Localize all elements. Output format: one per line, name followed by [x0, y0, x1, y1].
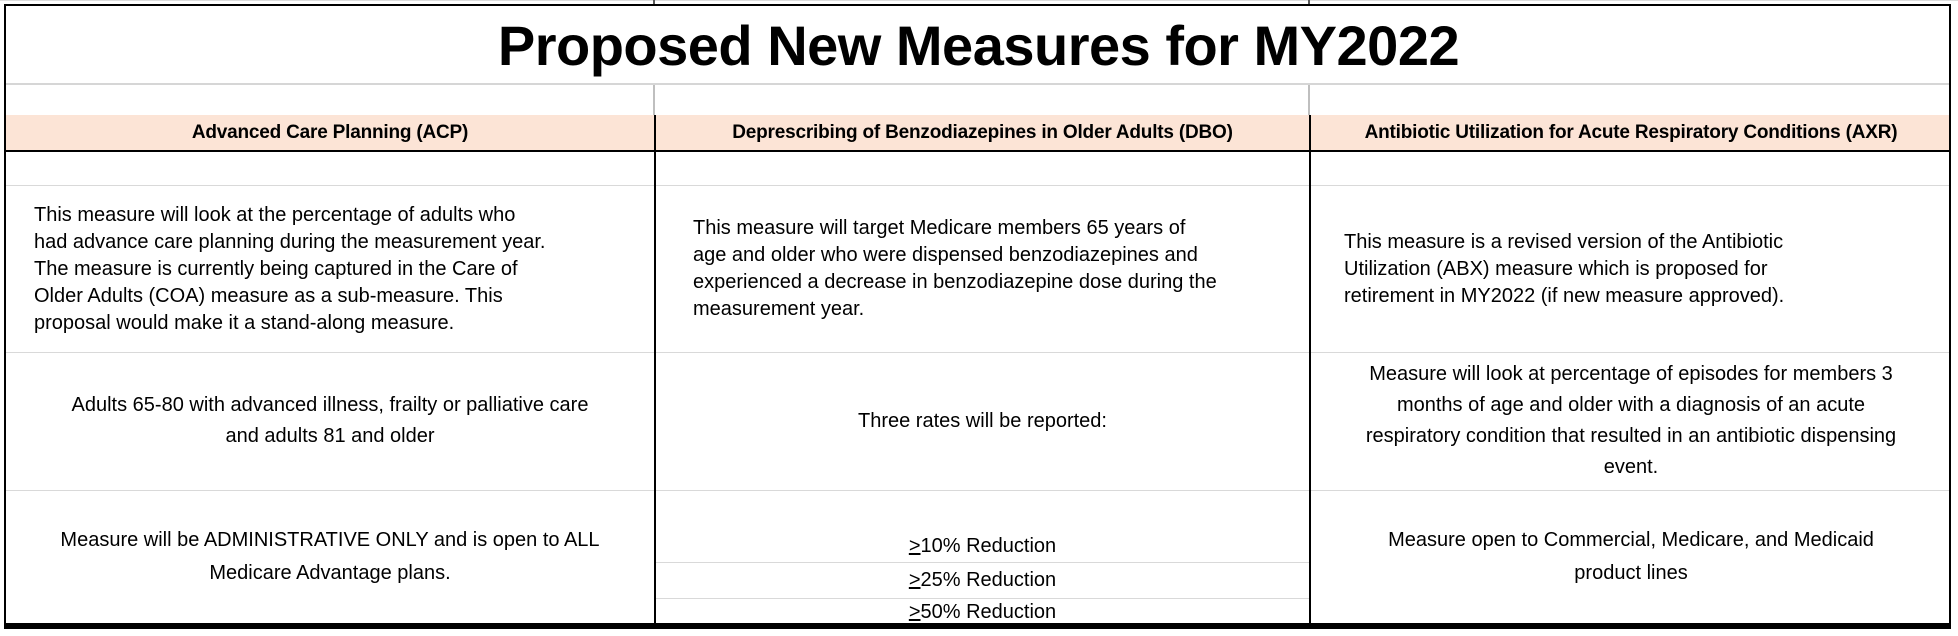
rate-label: 50% Reduction: [920, 600, 1057, 623]
dbo-rates-intro-cell: Three rates will be reported:: [857, 409, 1107, 432]
rate-label: 10% Reduction: [920, 535, 1057, 557]
spacer-gridline: [653, 85, 655, 115]
table-title: Proposed New Measures for MY2022: [497, 13, 1460, 77]
column-divider: [654, 115, 656, 623]
acp-population-cell: Adults 65-80 with advanced illness, frai…: [71, 394, 589, 447]
sheet-top-gridline: [0, 0, 1958, 1]
title-divider: [6, 83, 1951, 85]
header-bottom-border: [6, 150, 1951, 152]
column-divider: [1309, 115, 1311, 623]
column-gridline-tick: [653, 0, 655, 6]
column-gridline-tick: [1308, 0, 1310, 6]
rate-label: 25% Reduction: [920, 568, 1057, 591]
acp-details-cell: Measure will be ADMINISTRATIVE ONLY and …: [60, 529, 600, 584]
spacer-gridline: [1308, 85, 1310, 115]
row-divider: [6, 490, 1951, 491]
dbo-rate-row-50pct: >50% Reduction: [656, 599, 1309, 625]
dbo-description-cell: This measure will target Medicare member…: [693, 217, 1217, 320]
axr-details-cell: Measure open to Commercial, Medicare, an…: [1388, 529, 1874, 584]
dbo-rate-row-25pct: >25% Reduction: [656, 563, 1309, 597]
row-divider: [6, 352, 1951, 353]
row-divider: [6, 185, 1951, 186]
greater-equal-symbol: >: [908, 535, 921, 557]
greater-equal-symbol: >: [908, 600, 921, 623]
table-outer-border: [4, 4, 1951, 629]
rate-row-divider: [656, 562, 1309, 563]
rate-row-divider: [656, 598, 1309, 599]
column-header-acp: Advanced Care Planning (ACP): [6, 115, 654, 150]
greater-equal-symbol: >: [908, 568, 921, 591]
axr-description-cell: This measure is a revised version of the…: [1344, 230, 1785, 307]
column-header-dbo: Deprescribing of Benzodiazepines in Olde…: [656, 115, 1309, 150]
axr-population-cell: Measure will look at percentage of episo…: [1365, 363, 1897, 478]
acp-description-cell: This measure will look at the percentage…: [34, 203, 546, 334]
column-header-axr: Antibiotic Utilization for Acute Respira…: [1311, 115, 1951, 150]
dbo-rate-row-10pct: >10% Reduction: [656, 491, 1309, 561]
